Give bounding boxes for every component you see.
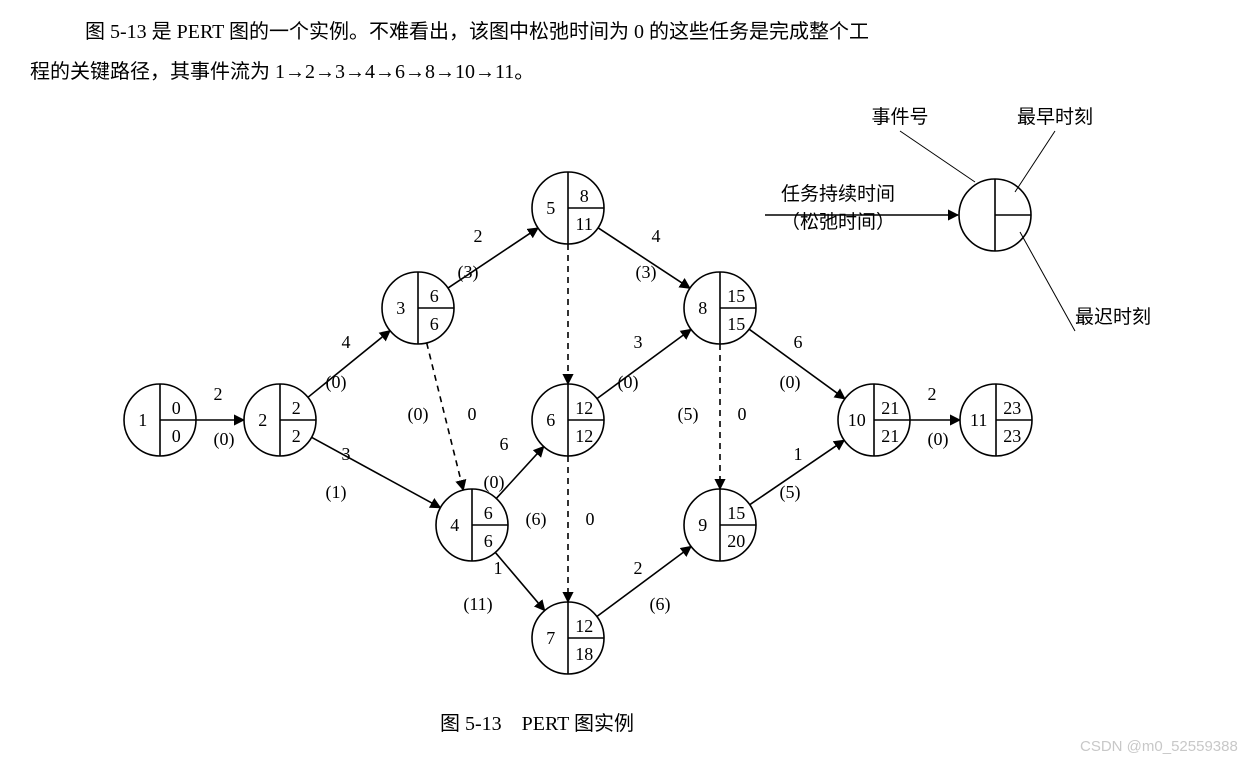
watermark: CSDN @m0_52559388 [1080, 738, 1238, 755]
node-earliest: 8 [580, 186, 589, 206]
node-10: 10 21 21 [838, 384, 910, 456]
edge-duration: 6 [794, 332, 803, 352]
node-latest: 12 [575, 426, 593, 446]
node-id: 2 [258, 410, 267, 430]
edge-3-4 [427, 343, 464, 490]
node-latest: 2 [292, 426, 301, 446]
node-latest: 21 [881, 426, 899, 446]
edge-duration: 2 [634, 558, 643, 578]
node-earliest: 12 [575, 398, 593, 418]
edge-duration: 3 [634, 332, 643, 352]
node-5: 5 8 11 [532, 172, 604, 244]
edge-duration: 6 [500, 434, 509, 454]
edge-7-9 [597, 546, 691, 616]
edge-duration: 2 [928, 384, 937, 404]
legend-pointer [900, 131, 975, 182]
edge-duration: 0 [586, 509, 595, 529]
node-earliest: 2 [292, 398, 301, 418]
edge-duration: 0 [738, 404, 747, 424]
node-earliest: 15 [727, 286, 745, 306]
edge-6-8 [597, 329, 691, 398]
node-2: 2 2 2 [244, 384, 316, 456]
node-earliest: 6 [484, 503, 493, 523]
node-id: 11 [970, 410, 987, 430]
node-earliest: 23 [1003, 398, 1021, 418]
edge-slack: (3) [458, 262, 479, 283]
node-earliest: 15 [727, 503, 745, 523]
node-latest: 6 [430, 314, 439, 334]
legend-label: 任务持续时间 [781, 183, 895, 205]
node-9: 9 15 20 [684, 489, 756, 561]
node-8: 8 15 15 [684, 272, 756, 344]
edge-duration: 4 [342, 332, 351, 352]
node-id: 6 [546, 410, 555, 430]
node-1: 1 0 0 [124, 384, 196, 456]
legend-label: （松弛时间） [781, 211, 895, 233]
edge-slack: (6) [650, 594, 671, 615]
edge-slack: (0) [214, 429, 235, 450]
legend-label: 最早时刻 [1017, 106, 1093, 128]
edge-4-7 [495, 552, 544, 610]
edge-slack: (0) [484, 472, 505, 493]
edge-duration: 1 [494, 558, 503, 578]
node-id: 7 [546, 628, 555, 648]
edge-duration: 4 [652, 226, 661, 246]
node-id: 1 [138, 410, 147, 430]
node- [959, 179, 1031, 251]
node-latest: 23 [1003, 426, 1021, 446]
node-id: 4 [450, 515, 459, 535]
node-earliest: 21 [881, 398, 899, 418]
edge-slack: (3) [636, 262, 657, 283]
node-latest: 6 [484, 531, 493, 551]
edge-duration: 2 [214, 384, 223, 404]
node-11: 11 23 23 [960, 384, 1032, 456]
edge-duration: 3 [342, 444, 351, 464]
node-id: 10 [848, 410, 866, 430]
node-latest: 15 [727, 314, 745, 334]
figure-caption: 图 5-13 PERT 图实例 [440, 707, 634, 736]
node-earliest: 0 [172, 398, 181, 418]
edge-slack: (0) [618, 372, 639, 393]
edge-slack: (6) [526, 509, 547, 530]
node-4: 4 6 6 [436, 489, 508, 561]
edge-slack: (1) [326, 482, 347, 503]
edge-duration: 1 [794, 444, 803, 464]
edge-slack: (0) [780, 372, 801, 393]
node-latest: 18 [575, 644, 593, 664]
node-latest: 11 [576, 214, 593, 234]
node-latest: 20 [727, 531, 745, 551]
page: { "text": { "para_l1": "图 5-13 是 PERT 图的… [0, 0, 1243, 759]
edge-slack: (0) [408, 404, 429, 425]
node-3: 3 6 6 [382, 272, 454, 344]
edge-slack: (5) [780, 482, 801, 503]
edge-duration: 0 [468, 404, 477, 424]
legend-pointer [1015, 131, 1055, 192]
node-id: 3 [396, 298, 405, 318]
node-earliest: 12 [575, 616, 593, 636]
node-id: 5 [546, 198, 555, 218]
node-id: 9 [698, 515, 707, 535]
legend-label: 事件号 [871, 106, 928, 128]
edge-slack: (0) [326, 372, 347, 393]
node-7: 7 12 18 [532, 602, 604, 674]
node-earliest: 6 [430, 286, 439, 306]
node-id: 8 [698, 298, 707, 318]
legend-pointer [1020, 232, 1075, 331]
edge-slack: (11) [463, 594, 492, 615]
node-latest: 0 [172, 426, 181, 446]
legend-label: 最迟时刻 [1075, 306, 1151, 328]
edge-slack: (0) [928, 429, 949, 450]
node-6: 6 12 12 [532, 384, 604, 456]
pert-diagram: 2(0)4(0)3(1)2(3)0(0)6(0)1(11)4(3)3(0)0(6… [0, 0, 1243, 700]
edge-slack: (5) [678, 404, 699, 425]
edge-duration: 2 [474, 226, 483, 246]
